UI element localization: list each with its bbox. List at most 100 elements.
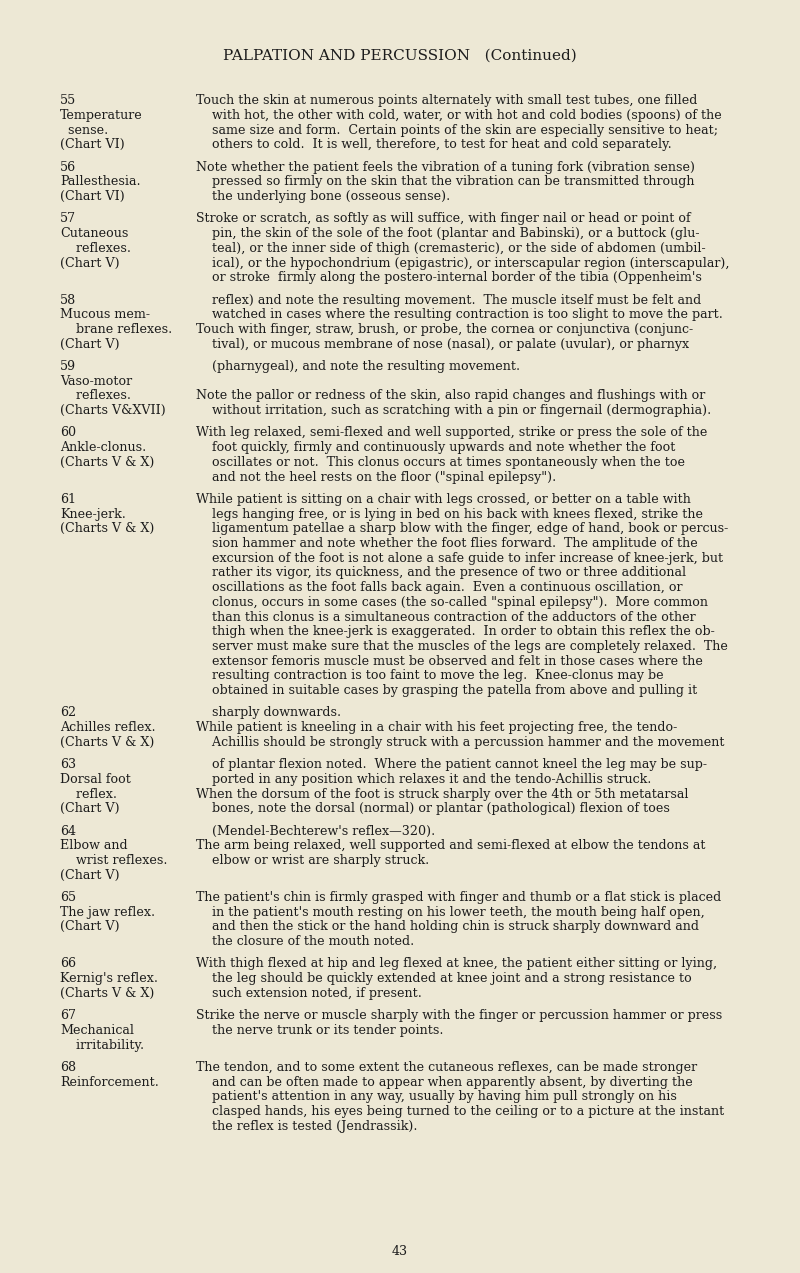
Text: than this clonus is a simultaneous contraction of the adductors of the other: than this clonus is a simultaneous contr…	[196, 611, 696, 624]
Text: Note whether the patient feels the vibration of a tuning fork (vibration sense): Note whether the patient feels the vibra…	[196, 160, 695, 173]
Text: resulting contraction is too faint to move the leg.  Knee-clonus may be: resulting contraction is too faint to mo…	[196, 670, 664, 682]
Text: With thigh flexed at hip and leg flexed at knee, the patient either sitting or l: With thigh flexed at hip and leg flexed …	[196, 957, 717, 970]
Text: extensor femoris muscle must be observed and felt in those cases where the: extensor femoris muscle must be observed…	[196, 654, 703, 667]
Text: (pharnygeal), and note the resulting movement.: (pharnygeal), and note the resulting mov…	[196, 360, 520, 373]
Text: rather its vigor, its quickness, and the presence of two or three additional: rather its vigor, its quickness, and the…	[196, 566, 686, 579]
Text: (Chart VI): (Chart VI)	[60, 139, 125, 151]
Text: oscillations as the foot falls back again.  Even a continuous oscillation, or: oscillations as the foot falls back agai…	[196, 580, 682, 594]
Text: Pallesthesia.: Pallesthesia.	[60, 176, 141, 188]
Text: foot quickly, firmly and continuously upwards and note whether the foot: foot quickly, firmly and continuously up…	[196, 442, 675, 454]
Text: elbow or wrist are sharply struck.: elbow or wrist are sharply struck.	[196, 854, 429, 867]
Text: Knee-jerk.: Knee-jerk.	[60, 508, 126, 521]
Text: pin, the skin of the sole of the foot (plantar and Babinski), or a buttock (glu-: pin, the skin of the sole of the foot (p…	[196, 227, 699, 241]
Text: patient's attention in any way, usually by having him pull strongly on his: patient's attention in any way, usually …	[196, 1091, 677, 1104]
Text: pressed so firmly on the skin that the vibration can be transmitted through: pressed so firmly on the skin that the v…	[196, 176, 694, 188]
Text: and not the heel rests on the floor ("spinal epilepsy").: and not the heel rests on the floor ("sp…	[196, 471, 556, 484]
Text: thigh when the knee-jerk is exaggerated.  In order to obtain this reflex the ob-: thigh when the knee-jerk is exaggerated.…	[196, 625, 714, 638]
Text: clonus, occurs in some cases (the so-called "spinal epilepsy").  More common: clonus, occurs in some cases (the so-cal…	[196, 596, 708, 608]
Text: Touch the skin at numerous points alternately with small test tubes, one filled: Touch the skin at numerous points altern…	[196, 94, 698, 107]
Text: reflex) and note the resulting movement.  The muscle itself must be felt and: reflex) and note the resulting movement.…	[196, 294, 702, 307]
Text: The patient's chin is firmly grasped with finger and thumb or a flat stick is pl: The patient's chin is firmly grasped wit…	[196, 891, 722, 904]
Text: in the patient's mouth resting on his lower teeth, the mouth being half open,: in the patient's mouth resting on his lo…	[196, 905, 705, 919]
Text: 58: 58	[60, 294, 76, 307]
Text: (Charts V & X): (Charts V & X)	[60, 456, 154, 468]
Text: Kernig's reflex.: Kernig's reflex.	[60, 973, 158, 985]
Text: Mechanical: Mechanical	[60, 1023, 134, 1037]
Text: (Charts V & X): (Charts V & X)	[60, 987, 154, 999]
Text: oscillates or not.  This clonus occurs at times spontaneously when the toe: oscillates or not. This clonus occurs at…	[196, 456, 685, 468]
Text: (Chart V): (Chart V)	[60, 920, 120, 933]
Text: When the dorsum of the foot is struck sharply over the 4th or 5th metatarsal: When the dorsum of the foot is struck sh…	[196, 788, 689, 801]
Text: the closure of the mouth noted.: the closure of the mouth noted.	[196, 936, 414, 948]
Text: such extension noted, if present.: such extension noted, if present.	[196, 987, 422, 999]
Text: (Chart V): (Chart V)	[60, 337, 120, 350]
Text: 60: 60	[60, 426, 76, 439]
Text: With leg relaxed, semi-flexed and well supported, strike or press the sole of th: With leg relaxed, semi-flexed and well s…	[196, 426, 707, 439]
Text: 43: 43	[392, 1245, 408, 1258]
Text: brane reflexes.: brane reflexes.	[60, 323, 172, 336]
Text: and can be often made to appear when apparently absent, by diverting the: and can be often made to appear when app…	[196, 1076, 693, 1088]
Text: While patient is sitting on a chair with legs crossed, or better on a table with: While patient is sitting on a chair with…	[196, 493, 691, 505]
Text: Stroke or scratch, as softly as will suffice, with finger nail or head or point : Stroke or scratch, as softly as will suf…	[196, 213, 690, 225]
Text: or stroke  firmly along the postero-internal border of the tibia (Oppenheim's: or stroke firmly along the postero-inter…	[196, 271, 702, 284]
Text: teal), or the inner side of thigh (cremasteric), or the side of abdomen (umbil-: teal), or the inner side of thigh (crema…	[196, 242, 706, 255]
Text: ligamentum patellae a sharp blow with the finger, edge of hand, book or percus-: ligamentum patellae a sharp blow with th…	[196, 522, 728, 536]
Text: irritability.: irritability.	[60, 1039, 144, 1051]
Text: obtained in suitable cases by grasping the patella from above and pulling it: obtained in suitable cases by grasping t…	[196, 684, 698, 698]
Text: same size and form.  Certain points of the skin are especially sensitive to heat: same size and form. Certain points of th…	[196, 123, 718, 136]
Text: reflex.: reflex.	[60, 788, 117, 801]
Text: 66: 66	[60, 957, 76, 970]
Text: 63: 63	[60, 759, 76, 771]
Text: ported in any position which relaxes it and the tendo-Achillis struck.: ported in any position which relaxes it …	[196, 773, 651, 785]
Text: 64: 64	[60, 825, 76, 838]
Text: (Chart V): (Chart V)	[60, 802, 120, 815]
Text: 56: 56	[60, 160, 76, 173]
Text: the nerve trunk or its tender points.: the nerve trunk or its tender points.	[196, 1023, 443, 1037]
Text: PALPATION AND PERCUSSION   (Continued): PALPATION AND PERCUSSION (Continued)	[223, 48, 577, 62]
Text: (Chart V): (Chart V)	[60, 868, 120, 882]
Text: the leg should be quickly extended at knee joint and a strong resistance to: the leg should be quickly extended at kn…	[196, 973, 692, 985]
Text: 55: 55	[60, 94, 76, 107]
Text: wrist reflexes.: wrist reflexes.	[60, 854, 167, 867]
Text: Mucous mem-: Mucous mem-	[60, 308, 150, 321]
Text: Achillis should be strongly struck with a percussion hammer and the movement: Achillis should be strongly struck with …	[196, 736, 725, 749]
Text: Note the pallor or redness of the skin, also rapid changes and flushings with or: Note the pallor or redness of the skin, …	[196, 390, 706, 402]
Text: others to cold.  It is well, therefore, to test for heat and cold separately.: others to cold. It is well, therefore, t…	[196, 139, 672, 151]
Text: legs hanging free, or is lying in bed on his back with knees flexed, strike the: legs hanging free, or is lying in bed on…	[196, 508, 703, 521]
Text: Elbow and: Elbow and	[60, 839, 128, 853]
Text: ical), or the hypochondrium (epigastric), or interscapular region (interscapular: ical), or the hypochondrium (epigastric)…	[196, 256, 730, 270]
Text: clasped hands, his eyes being turned to the ceiling or to a picture at the insta: clasped hands, his eyes being turned to …	[196, 1105, 724, 1118]
Text: 67: 67	[60, 1009, 76, 1022]
Text: 57: 57	[60, 213, 76, 225]
Text: Dorsal foot: Dorsal foot	[60, 773, 131, 785]
Text: 68: 68	[60, 1060, 76, 1074]
Text: and then the stick or the hand holding chin is struck sharply downward and: and then the stick or the hand holding c…	[196, 920, 699, 933]
Text: The tendon, and to some extent the cutaneous reflexes, can be made stronger: The tendon, and to some extent the cutan…	[196, 1060, 697, 1074]
Text: excursion of the foot is not alone a safe guide to infer increase of knee-jerk, : excursion of the foot is not alone a saf…	[196, 551, 723, 565]
Text: of plantar flexion noted.  Where the patient cannot kneel the leg may be sup-: of plantar flexion noted. Where the pati…	[196, 759, 707, 771]
Text: (Charts V & X): (Charts V & X)	[60, 522, 154, 536]
Text: 61: 61	[60, 493, 76, 505]
Text: (Mendel-Bechterew's reflex—320).: (Mendel-Bechterew's reflex—320).	[196, 825, 435, 838]
Text: (Chart VI): (Chart VI)	[60, 190, 125, 204]
Text: reflexes.: reflexes.	[60, 390, 131, 402]
Text: 65: 65	[60, 891, 76, 904]
Text: sion hammer and note whether the foot flies forward.  The amplitude of the: sion hammer and note whether the foot fl…	[196, 537, 698, 550]
Text: Reinforcement.: Reinforcement.	[60, 1076, 158, 1088]
Text: the underlying bone (osseous sense).: the underlying bone (osseous sense).	[196, 190, 450, 204]
Text: Vaso-motor: Vaso-motor	[60, 374, 132, 388]
Text: Cutaneous: Cutaneous	[60, 227, 128, 241]
Text: The jaw reflex.: The jaw reflex.	[60, 905, 155, 919]
Text: (Charts V&XVII): (Charts V&XVII)	[60, 404, 166, 418]
Text: server must make sure that the muscles of the legs are completely relaxed.  The: server must make sure that the muscles o…	[196, 640, 728, 653]
Text: reflexes.: reflexes.	[60, 242, 131, 255]
Text: sharply downwards.: sharply downwards.	[196, 707, 341, 719]
Text: without irritation, such as scratching with a pin or fingernail (dermographia).: without irritation, such as scratching w…	[196, 404, 711, 418]
Text: 59: 59	[60, 360, 76, 373]
Text: While patient is kneeling in a chair with his feet projecting free, the tendo-: While patient is kneeling in a chair wit…	[196, 721, 678, 735]
Text: tival), or mucous membrane of nose (nasal), or palate (uvular), or pharnyx: tival), or mucous membrane of nose (nasa…	[196, 337, 689, 350]
Text: sense.: sense.	[60, 123, 108, 136]
Text: The arm being relaxed, well supported and semi-flexed at elbow the tendons at: The arm being relaxed, well supported an…	[196, 839, 706, 853]
Text: 62: 62	[60, 707, 76, 719]
Text: bones, note the dorsal (normal) or plantar (pathological) flexion of toes: bones, note the dorsal (normal) or plant…	[196, 802, 670, 815]
